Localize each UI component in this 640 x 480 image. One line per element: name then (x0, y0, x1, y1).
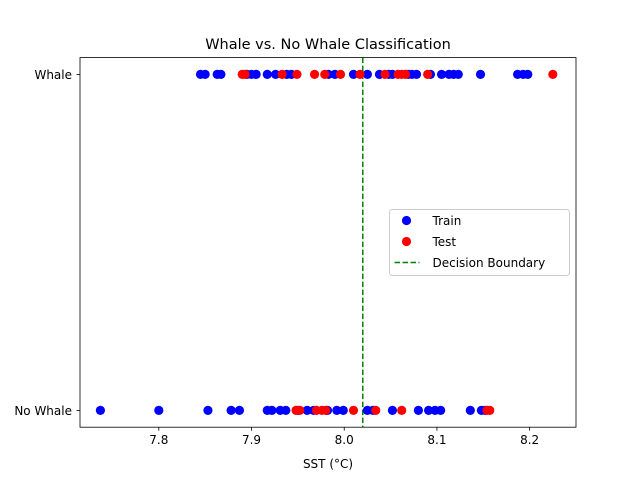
test-point (355, 69, 365, 79)
train-point (271, 69, 281, 79)
y-tick-label: No Whale (14, 404, 72, 418)
test-point (485, 405, 495, 415)
train-point (262, 69, 272, 79)
x-tick-label: 8.0 (335, 433, 354, 447)
train-point (523, 69, 533, 79)
x-tick-label: 7.9 (242, 433, 261, 447)
test-point (380, 69, 390, 79)
chart-title: Whale vs. No Whale Classification (205, 37, 451, 53)
test-point (397, 405, 407, 415)
train-point (251, 69, 261, 79)
train-point (411, 69, 422, 79)
train-point (413, 405, 423, 415)
x-axis-label: SST (°C) (303, 457, 353, 471)
train-point (475, 69, 486, 79)
train-point (95, 405, 105, 415)
train-point (203, 405, 213, 415)
test-point (371, 405, 381, 415)
x-tick-label: 8.1 (427, 433, 446, 447)
train-point (216, 69, 226, 79)
x-tick-label: 8.2 (520, 433, 539, 447)
legend-marker (401, 236, 412, 247)
test-point (321, 405, 331, 415)
test-point (240, 69, 250, 79)
test-point (320, 69, 330, 79)
train-point (281, 405, 291, 415)
test-point (309, 69, 320, 79)
test-point (348, 405, 359, 415)
train-point (338, 405, 348, 415)
test-point (292, 69, 302, 79)
legend-label: Decision Boundary (433, 256, 546, 270)
train-point (267, 405, 277, 415)
legend-box (389, 209, 570, 276)
train-point (348, 69, 359, 79)
series-test (237, 69, 558, 415)
axis-ticks: 7.8 7.9 8.0 8.1 8.2 No Whale Whale (14, 68, 539, 447)
test-point (400, 69, 411, 79)
train-point (234, 405, 245, 415)
plot-frame (79, 57, 577, 428)
train-point (200, 69, 210, 79)
train-point (465, 405, 475, 415)
test-point (295, 405, 305, 415)
test-point (277, 69, 287, 79)
legend-label: Train (432, 214, 462, 228)
test-point (548, 69, 558, 79)
train-point (154, 405, 164, 415)
y-tick-label: Whale (34, 68, 72, 82)
train-point (387, 405, 398, 415)
train-point (302, 405, 312, 415)
test-point (423, 69, 433, 79)
train-point (423, 405, 434, 415)
legend-marker (401, 215, 412, 226)
train-point (226, 405, 236, 415)
legend-label: Test (432, 235, 457, 249)
train-point (332, 405, 342, 415)
test-point (335, 69, 346, 79)
x-tick-label: 7.8 (149, 433, 168, 447)
train-point (436, 69, 447, 79)
data-points (95, 69, 558, 415)
train-point (453, 69, 463, 79)
train-point (436, 405, 446, 415)
legend: Train Test Decision Boundary (389, 209, 570, 276)
train-point (362, 69, 373, 79)
